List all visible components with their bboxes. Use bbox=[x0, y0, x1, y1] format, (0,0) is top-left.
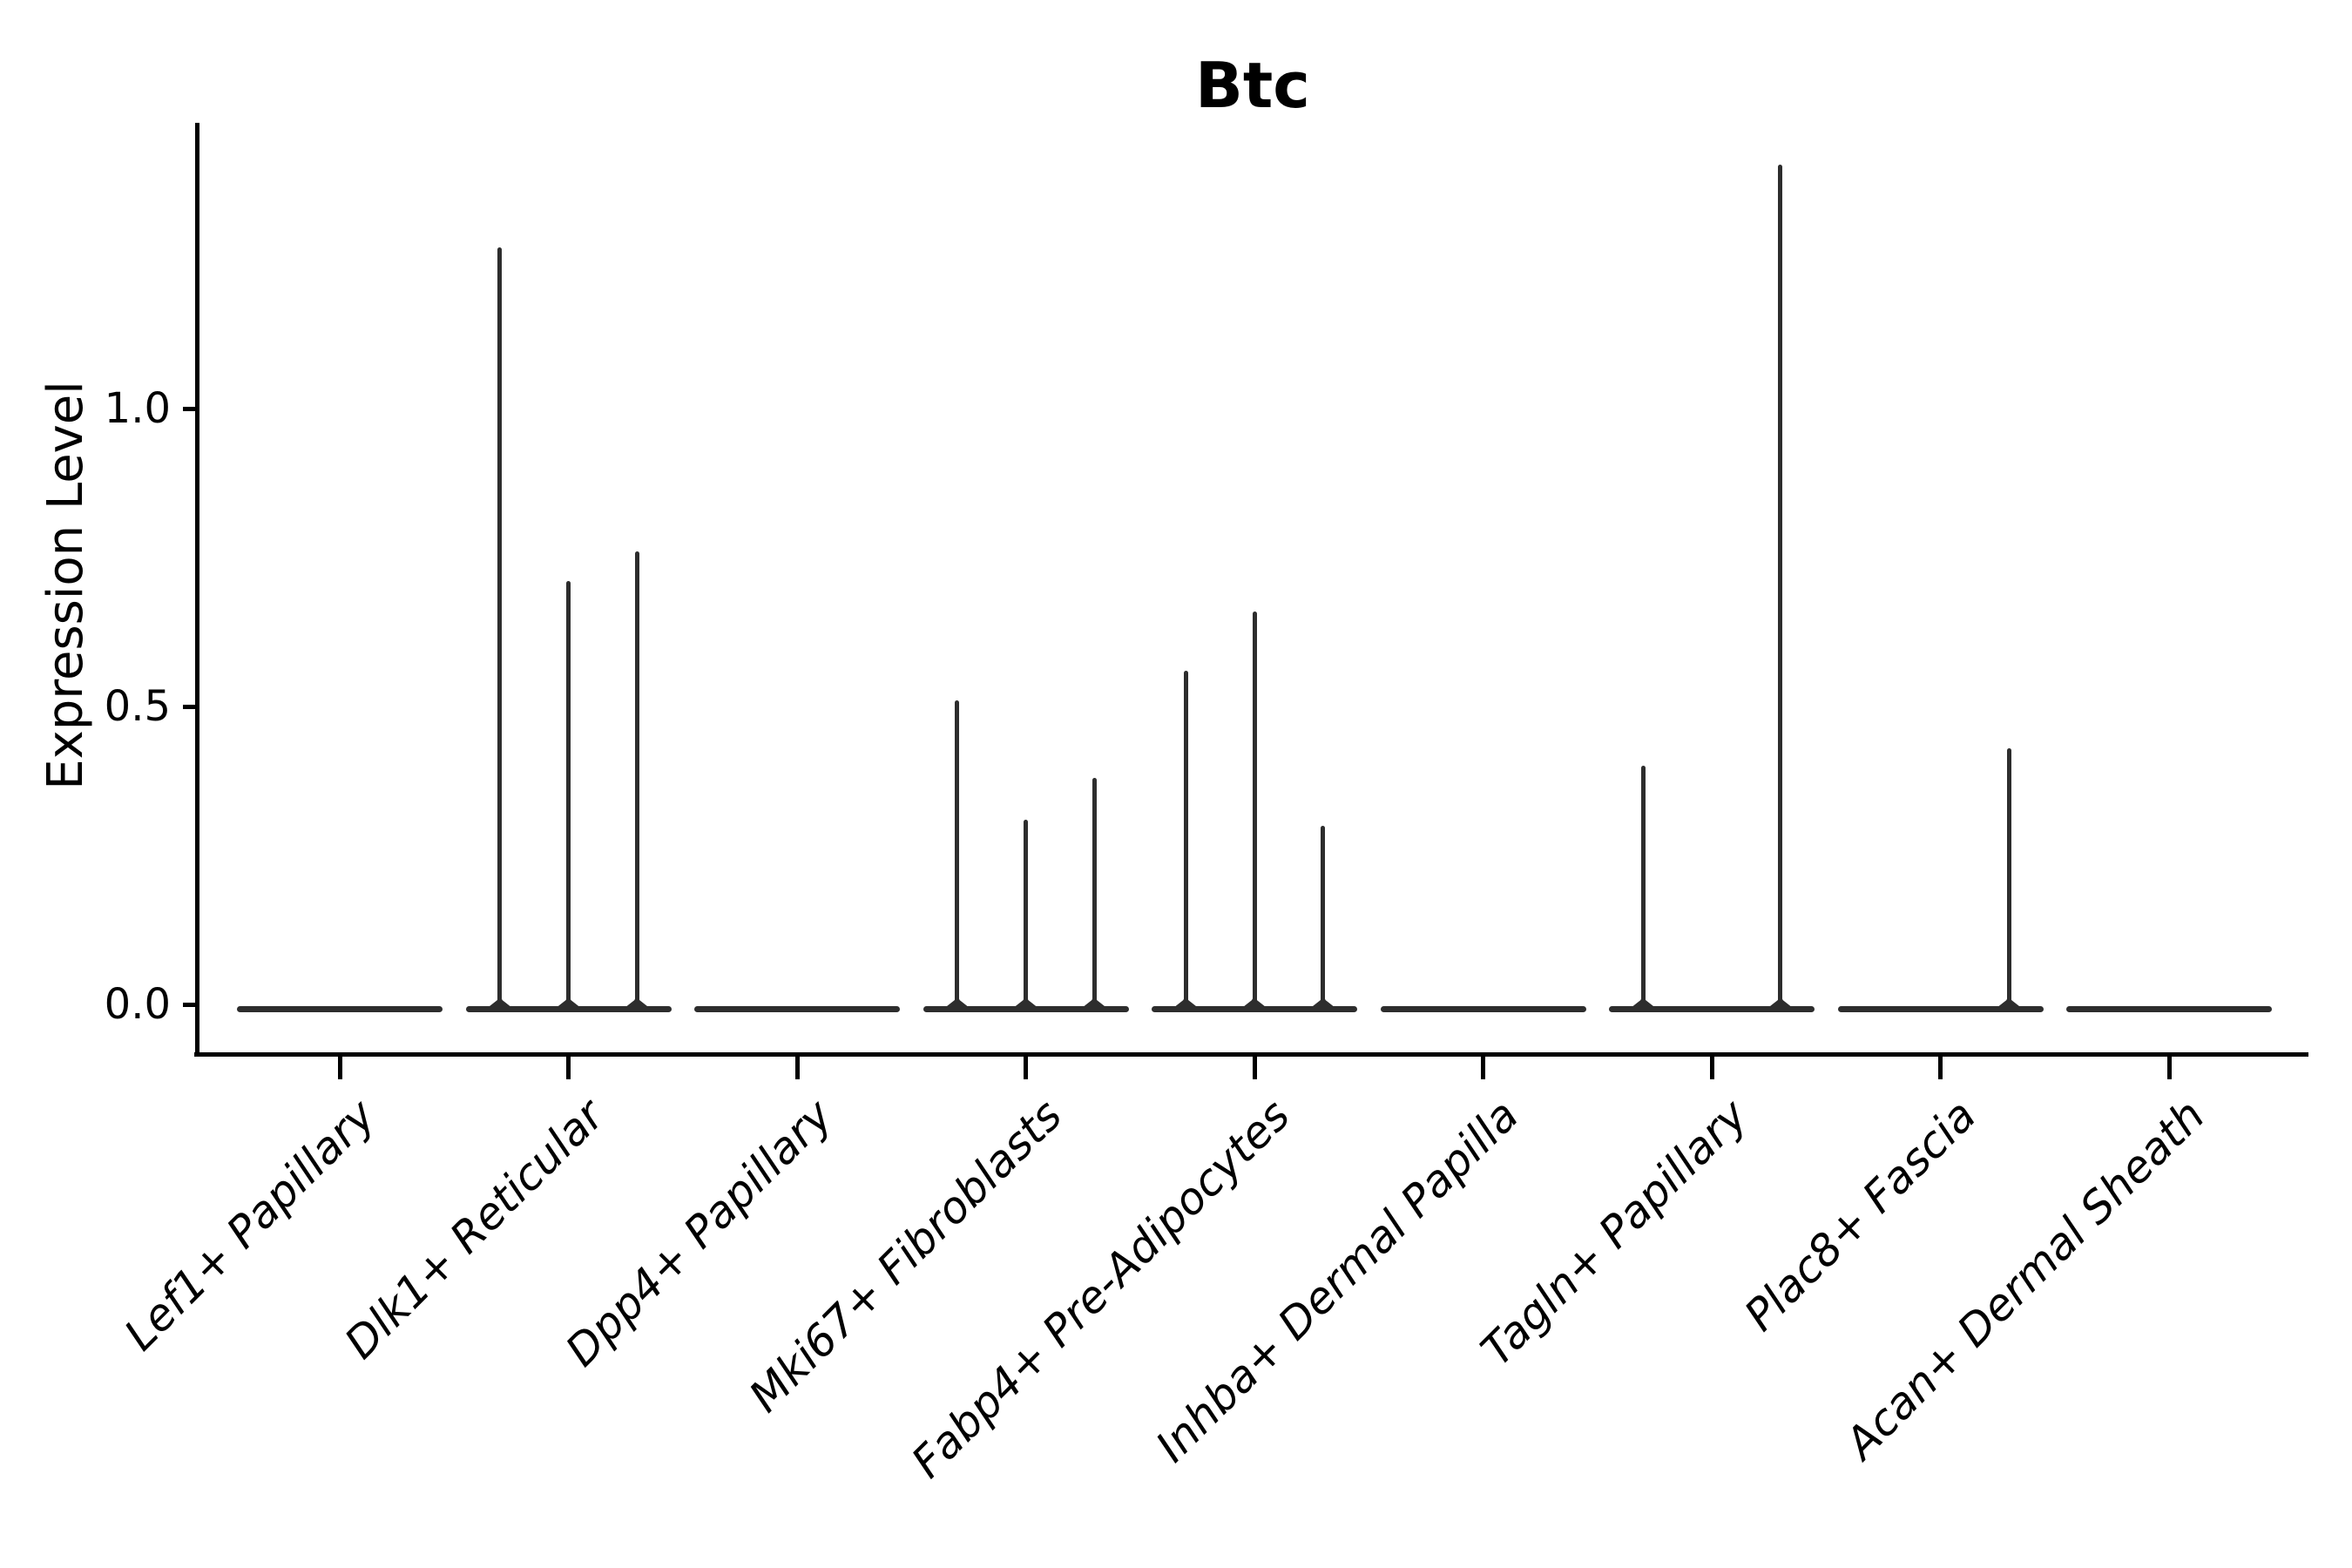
x-tick-label: Fabp4+ Pre-Adipocytes bbox=[902, 1090, 1301, 1488]
y-tick-mark bbox=[183, 1002, 197, 1007]
x-tick-label: Lef1+ Papillary bbox=[114, 1090, 386, 1361]
x-axis-spine bbox=[194, 1052, 2308, 1057]
x-tick-mark bbox=[1709, 1056, 1714, 1079]
violin-baseline bbox=[1837, 1006, 2044, 1012]
violin-baseline bbox=[2066, 1006, 2272, 1012]
violin-spike bbox=[1778, 164, 1783, 1010]
y-tick-label: 0.5 bbox=[104, 682, 171, 731]
plot-title: Btc bbox=[1195, 49, 1310, 122]
x-tick-mark bbox=[1481, 1056, 1485, 1079]
violin-spike bbox=[1092, 778, 1097, 1010]
violin-spike bbox=[1024, 819, 1028, 1010]
y-tick-mark bbox=[183, 704, 197, 709]
y-axis-spine bbox=[195, 123, 199, 1057]
violin-spike bbox=[1252, 611, 1257, 1010]
x-tick-mark bbox=[2166, 1056, 2172, 1079]
violin-baseline bbox=[694, 1006, 900, 1012]
y-tick-mark bbox=[183, 406, 197, 411]
violin-baseline bbox=[1380, 1006, 1586, 1012]
violin-baseline bbox=[1609, 1006, 1815, 1012]
y-tick-label: 0.0 bbox=[104, 980, 171, 1029]
x-tick-mark bbox=[1938, 1056, 1943, 1079]
violin-spike bbox=[497, 247, 503, 1010]
violin-spike bbox=[1321, 825, 1326, 1010]
y-tick-label: 1.0 bbox=[104, 384, 171, 433]
x-tick-mark bbox=[1252, 1056, 1257, 1079]
violin-spike bbox=[634, 551, 639, 1010]
violin-spike bbox=[1640, 766, 1646, 1010]
x-tick-label: Plac8+ Fascia bbox=[1734, 1090, 1986, 1342]
violin-spike bbox=[566, 581, 571, 1010]
x-tick-mark bbox=[566, 1056, 571, 1079]
violin-spike bbox=[2006, 747, 2011, 1010]
x-tick-mark bbox=[337, 1056, 342, 1079]
x-tick-mark bbox=[1024, 1056, 1028, 1079]
violin-baseline bbox=[237, 1006, 443, 1012]
violin-spike bbox=[1183, 670, 1188, 1010]
x-tick-mark bbox=[794, 1056, 800, 1079]
violin-spike bbox=[955, 700, 960, 1010]
